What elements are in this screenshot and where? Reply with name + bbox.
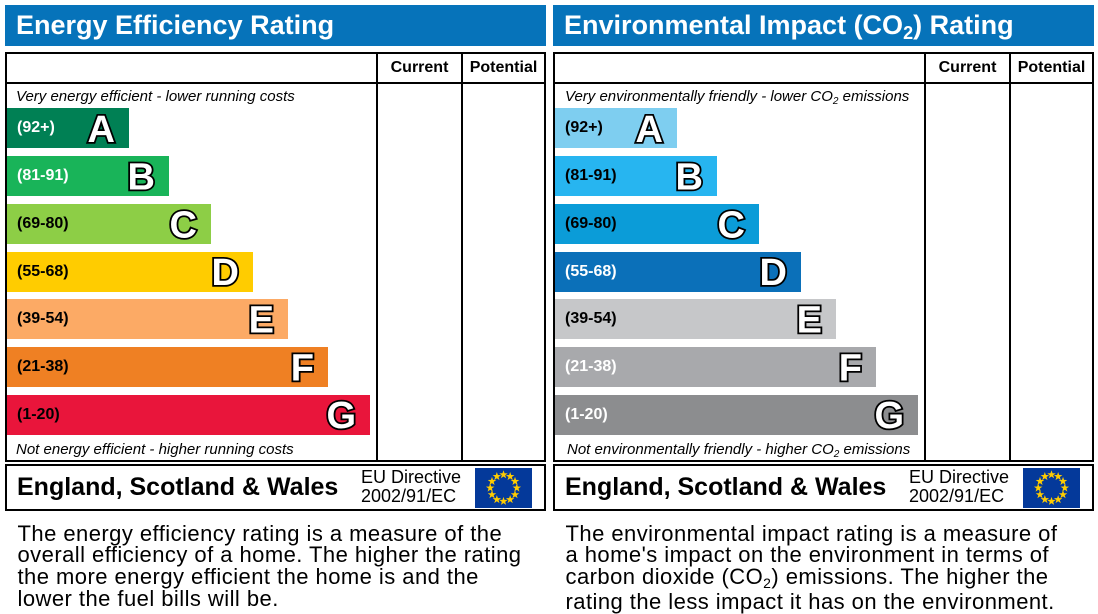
svg-text:D: D [760, 252, 787, 294]
svg-text:G: G [326, 395, 356, 437]
svg-text:F: F [839, 347, 862, 389]
svg-text:E: E [249, 300, 274, 342]
svg-text:A: A [636, 109, 663, 151]
svg-text:B: B [128, 157, 155, 199]
svg-text:C: C [170, 204, 197, 246]
svg-text:F: F [291, 347, 314, 389]
svg-text:A: A [88, 109, 115, 151]
svg-text:E: E [797, 300, 822, 342]
svg-text:C: C [718, 204, 745, 246]
svg-text:D: D [212, 252, 239, 294]
svg-text:B: B [676, 157, 703, 199]
svg-text:G: G [874, 395, 904, 437]
